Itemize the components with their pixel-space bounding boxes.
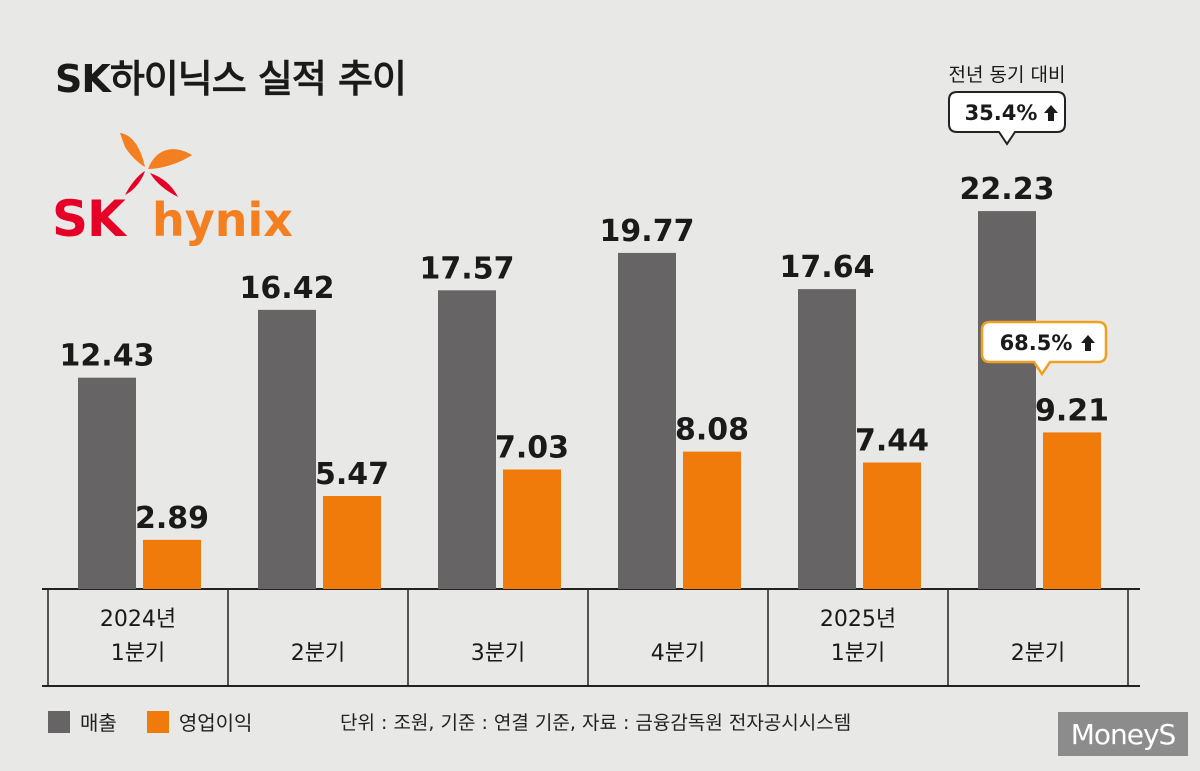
data-label-profit: 7.44 xyxy=(855,424,929,459)
bar-revenue xyxy=(438,290,496,589)
data-label-profit: 2.89 xyxy=(135,501,209,536)
up-arrow-icon xyxy=(1081,335,1095,351)
bar-profit xyxy=(1043,432,1101,589)
category-label: 2025년 xyxy=(820,607,896,632)
data-label-profit: 7.03 xyxy=(495,430,569,465)
legend-item-revenue: 매출 xyxy=(48,707,117,736)
up-arrow-icon xyxy=(1044,105,1058,121)
revenue-yoy-value: 35.4% xyxy=(965,101,1038,125)
logo-sk-text: SK xyxy=(52,190,126,248)
category-label: 2분기 xyxy=(1011,641,1065,666)
bar-revenue xyxy=(258,309,316,589)
bar-revenue xyxy=(978,211,1036,589)
legend-swatch-revenue xyxy=(48,710,70,733)
profit-yoy-value: 68.5% xyxy=(1000,331,1073,355)
legend-label-profit: 영업이익 xyxy=(178,711,253,735)
data-label-revenue: 17.64 xyxy=(780,250,875,285)
sk-butterfly-icon xyxy=(120,133,192,197)
bar-profit xyxy=(863,462,921,589)
revenue-yoy-callout xyxy=(948,91,1066,146)
bar-revenue xyxy=(618,252,676,589)
data-label-profit: 5.47 xyxy=(315,457,389,492)
legend-item-profit: 영업이익 xyxy=(146,707,253,736)
data-label-revenue: 17.57 xyxy=(420,251,515,286)
profit-yoy-callout xyxy=(980,320,1108,377)
bar-profit xyxy=(503,469,561,589)
yoy-caption: 전년 동기 대비 xyxy=(949,64,1066,86)
category-label: 2분기 xyxy=(291,641,345,666)
logo-hynix-text: hynix xyxy=(152,193,293,247)
category-label: 1분기 xyxy=(831,641,885,666)
data-label-revenue: 16.42 xyxy=(240,271,335,306)
data-label-revenue: 12.43 xyxy=(60,339,155,374)
bar-profit xyxy=(323,496,381,589)
bar-revenue xyxy=(78,377,136,589)
legend: 매출 영업이익 xyxy=(48,707,282,736)
category-label: 3분기 xyxy=(471,641,525,666)
source-note: 단위 : 조원, 기준 : 연결 기준, 자료 : 금융감독원 전자공시시스템 xyxy=(340,712,852,734)
bar-profit xyxy=(143,539,201,589)
legend-label-revenue: 매출 xyxy=(80,711,117,735)
data-label-profit: 9.21 xyxy=(1035,393,1109,428)
bar-profit xyxy=(683,451,741,589)
bar-revenue xyxy=(798,289,856,589)
moneys-watermark: MoneyS xyxy=(1058,712,1188,756)
data-label-profit: 8.08 xyxy=(675,413,749,448)
chart-title: SK하이닉스 실적 추이 xyxy=(55,57,407,101)
data-label-revenue: 22.23 xyxy=(960,172,1055,207)
category-label: 4분기 xyxy=(651,641,705,666)
data-label-revenue: 19.77 xyxy=(600,214,695,249)
category-label: 2024년 xyxy=(100,607,176,632)
legend-swatch-profit xyxy=(146,710,169,733)
category-label: 1분기 xyxy=(111,641,165,666)
